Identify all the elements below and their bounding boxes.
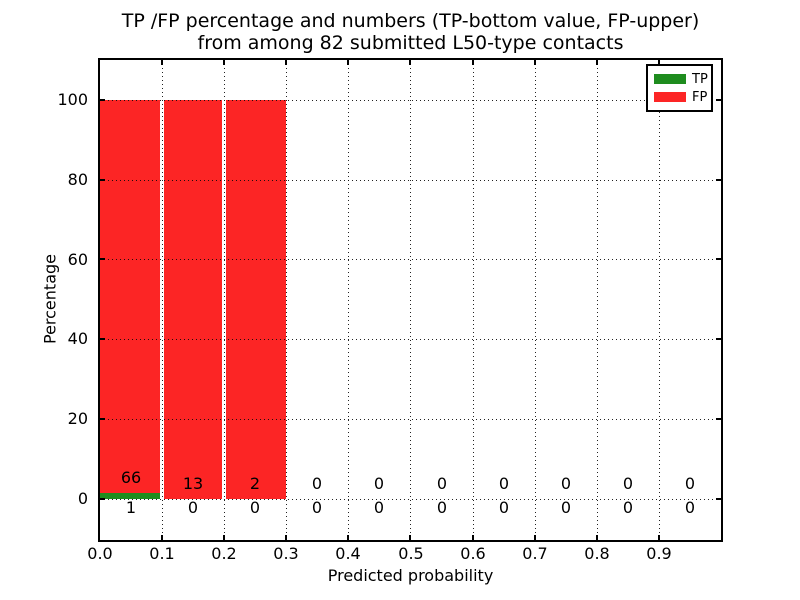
x-tick-mark <box>223 535 225 540</box>
x-tick-mark <box>472 535 474 540</box>
tp-count-bin1: 1 <box>125 498 137 517</box>
ytick-100: 100 <box>57 90 88 109</box>
ytick-0: 0 <box>77 489 88 508</box>
fp-swatch-icon <box>654 92 686 102</box>
legend: TP FP <box>646 64 713 112</box>
x-tick-mark <box>285 60 287 65</box>
y-tick-mark <box>716 99 721 101</box>
y-tick-mark <box>100 99 105 101</box>
ytick-20: 20 <box>67 409 88 428</box>
xtick-0.0: 0.0 <box>87 544 113 563</box>
x-tick-mark <box>534 535 536 540</box>
x-tick-mark <box>285 535 287 540</box>
xtick-0.7: 0.7 <box>522 544 548 563</box>
legend-label-tp: TP <box>692 71 708 87</box>
bar-fp-bin1 <box>100 100 160 493</box>
x-tick-mark <box>161 60 163 65</box>
y-tick-mark <box>716 179 721 181</box>
x-axis-label: Predicted probability <box>327 566 494 585</box>
chart-title-line2: from among 82 submitted L50-type contact… <box>197 32 624 54</box>
legend-item-fp: FP <box>654 91 711 104</box>
tp-count-bin6: 0 <box>436 498 448 517</box>
chart-title-line1: TP /FP percentage and numbers (TP-bottom… <box>121 10 700 32</box>
y-tick-mark <box>716 498 721 500</box>
fp-count-bin4: 0 <box>311 474 323 493</box>
xtick-0.8: 0.8 <box>584 544 610 563</box>
x-tick-mark <box>534 60 536 65</box>
fp-count-bin1: 66 <box>120 468 142 487</box>
y-tick-mark <box>100 498 105 500</box>
fp-count-bin6: 0 <box>436 474 448 493</box>
fp-count-bin10: 0 <box>684 474 696 493</box>
x-tick-mark <box>409 60 411 65</box>
gridline-vertical <box>535 60 536 540</box>
xtick-0.3: 0.3 <box>273 544 299 563</box>
y-tick-mark <box>100 258 105 260</box>
y-tick-mark <box>100 418 105 420</box>
legend-label-fp: FP <box>692 89 708 105</box>
gridline-vertical <box>348 60 349 540</box>
y-tick-mark <box>716 258 721 260</box>
x-tick-mark <box>658 60 660 65</box>
bar-fp-bin3 <box>226 100 286 499</box>
xtick-0.6: 0.6 <box>460 544 486 563</box>
x-tick-mark <box>347 60 349 65</box>
y-tick-mark <box>716 418 721 420</box>
y-tick-mark <box>100 179 105 181</box>
xtick-0.5: 0.5 <box>398 544 424 563</box>
tp-count-bin10: 0 <box>684 498 696 517</box>
gridline-vertical <box>286 60 287 540</box>
gridline-vertical <box>410 60 411 540</box>
gridline-vertical <box>162 60 163 540</box>
bar-fp-bin2 <box>164 100 222 499</box>
chart-title: TP /FP percentage and numbers (TP-bottom… <box>100 10 721 54</box>
ytick-60: 60 <box>67 250 88 269</box>
tp-swatch-icon <box>654 74 686 84</box>
fp-count-bin3: 2 <box>249 474 261 493</box>
legend-item-tp: TP <box>654 73 711 86</box>
x-tick-mark <box>161 535 163 540</box>
x-tick-mark <box>472 60 474 65</box>
x-tick-mark <box>223 60 225 65</box>
xtick-0.2: 0.2 <box>211 544 237 563</box>
tp-count-bin2: 0 <box>187 498 199 517</box>
fp-count-bin9: 0 <box>622 474 634 493</box>
xtick-0.9: 0.9 <box>646 544 672 563</box>
y-tick-mark <box>716 338 721 340</box>
tp-count-bin3: 0 <box>249 498 261 517</box>
y-axis-label: Percentage <box>40 253 60 345</box>
tp-count-bin5: 0 <box>373 498 385 517</box>
gridline-vertical <box>659 60 660 540</box>
xtick-0.1: 0.1 <box>149 544 175 563</box>
tp-count-bin7: 0 <box>498 498 510 517</box>
ytick-40: 40 <box>67 329 88 348</box>
fp-count-bin8: 0 <box>560 474 572 493</box>
xtick-0.4: 0.4 <box>335 544 361 563</box>
fp-count-bin7: 0 <box>498 474 510 493</box>
gridline-vertical <box>224 60 225 540</box>
fp-count-bin5: 0 <box>373 474 385 493</box>
ytick-80: 80 <box>67 170 88 189</box>
tp-count-bin8: 0 <box>560 498 572 517</box>
x-tick-mark <box>409 535 411 540</box>
y-tick-mark <box>100 338 105 340</box>
tp-count-bin4: 0 <box>311 498 323 517</box>
plot-area <box>100 60 721 540</box>
gridline-vertical <box>473 60 474 540</box>
x-tick-mark <box>596 60 598 65</box>
gridline-vertical <box>597 60 598 540</box>
x-tick-mark <box>658 535 660 540</box>
tp-count-bin9: 0 <box>622 498 634 517</box>
x-tick-mark <box>347 535 349 540</box>
x-tick-mark <box>596 535 598 540</box>
bar-tp-bin1 <box>100 493 160 499</box>
fp-count-bin2: 13 <box>182 474 204 493</box>
